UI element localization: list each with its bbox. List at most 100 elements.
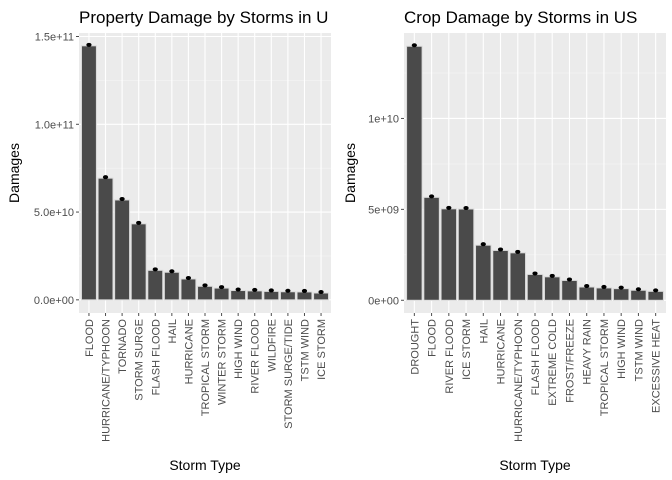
chart-title: Property Damage by Storms in U [79,8,328,27]
y-tick-label: 0e+00 [368,295,399,307]
x-tick-label: TSTM WIND [633,319,645,381]
bar [313,292,330,301]
bar [423,196,440,301]
x-tick-label: FLOOD [84,319,96,357]
crop-damage-chart: Crop Damage by Storms in US 0e+00 5e+09 1e… [342,8,666,473]
bar [246,290,263,301]
x-tick-label: TSTM WIND [299,319,311,381]
bar [595,287,613,301]
error-bar [549,273,555,278]
error-bar [235,287,241,292]
error-bar [86,42,92,47]
error-bar [318,289,324,294]
bar [406,45,423,301]
bar [230,290,247,301]
x-tick-label: ICE STORM [316,319,328,380]
y-tick-label: 5e+09 [368,204,399,216]
error-bar [635,287,642,292]
x-tick-label: HIGH WIND [616,319,628,379]
error-bar [119,196,125,201]
x-tick-label: HAIL [167,319,179,343]
x-tick-label: HURRICANE/TYPHOON [513,319,525,442]
bar [492,249,509,301]
x-tick-label: ICE STORM [461,319,473,380]
error-bar [169,269,175,274]
y-axis: 0.0e+00 5.0e+10 1.0e+11 1.5e+11 [34,32,79,307]
x-tick-label: STORM SURGE/TIDE [283,319,295,429]
error-bar [584,284,590,288]
error-bar [428,194,435,199]
x-tick-label: HURRICANE [183,319,195,384]
chart-title: Crop Damage by Storms in US [404,8,637,27]
error-bar [497,247,504,252]
bar [114,199,131,301]
x-tick-label: HURRICANE/TYPHOON [101,319,113,442]
bar [296,291,313,301]
error-bar [618,285,624,290]
error-bar [152,267,158,272]
error-bar [653,288,659,293]
x-tick-label: TROPICAL STORM [599,319,611,416]
error-bar [285,288,291,293]
x-axis: DROUGHT FLOOD RIVER FLOOD ICE STORM HAIL HURR… [409,313,663,442]
y-tick-label: 5.0e+10 [34,207,74,219]
bar [263,290,280,301]
bar [526,273,544,301]
y-axis-title: Damages [6,143,22,203]
x-tick-label: TROPICAL STORM [200,319,212,416]
y-tick-label: 1.5e+11 [35,32,74,44]
x-axis-title: Storm Type [499,457,571,473]
x-tick-label: FROST/FREEZE [564,319,576,403]
error-bar [566,277,573,282]
error-bar [218,285,225,290]
y-tick-label: 0.0e+00 [34,295,74,307]
bar [80,45,97,301]
bar [130,223,147,301]
x-tick-label: HIGH WIND [233,319,245,379]
property-damage-chart: Property Damage by Storms in U 0.0e+00 5.… [6,8,331,473]
y-axis: 0e+00 5e+09 1e+10 [368,113,404,307]
bar [197,285,213,301]
bar [440,208,458,301]
x-tick-label: HEAVY RAIN [582,319,594,385]
error-bar [532,271,538,276]
bar [457,208,475,301]
x-tick-label: EXTREME COLD [547,319,559,406]
x-tick-label: DROUGHT [409,319,421,375]
error-bar [601,284,607,289]
x-tick-label: FLASH FLOOD [530,319,542,395]
x-tick-label: HURRICANE [496,319,508,384]
bar [213,287,230,301]
error-bar [411,43,417,48]
x-tick-label: HAIL [478,319,490,343]
bar [97,177,114,301]
error-bar [102,175,109,180]
bar [147,269,164,301]
x-axis-title: Storm Type [169,457,241,473]
x-tick-label: EXCESSIVE HEAT [651,319,663,413]
bar [561,279,578,301]
bar [180,278,197,301]
x-tick-label: FLASH FLOOD [150,319,162,395]
error-bar [136,220,142,225]
error-bar [480,242,486,247]
bar [543,276,561,301]
x-tick-label: FLOOD [427,319,439,357]
bar [279,291,296,301]
bar [578,286,595,301]
error-bar [185,275,192,280]
x-tick-label: TORNADO [117,319,129,374]
x-tick-label: WILDFIRE [266,319,278,372]
bar [163,271,180,301]
error-bar [252,287,258,292]
y-tick-label: 1e+10 [368,113,399,125]
x-tick-label: WINTER STORM [217,319,229,405]
bars [80,42,330,301]
y-tick-label: 1.0e+11 [35,119,74,131]
error-bar [202,283,208,288]
error-bar [268,288,274,293]
bar [647,290,664,301]
x-axis: FLOOD HURRICANE/TYPHOON TORNADO STORM SURGE… [84,313,328,442]
bars [406,43,664,301]
